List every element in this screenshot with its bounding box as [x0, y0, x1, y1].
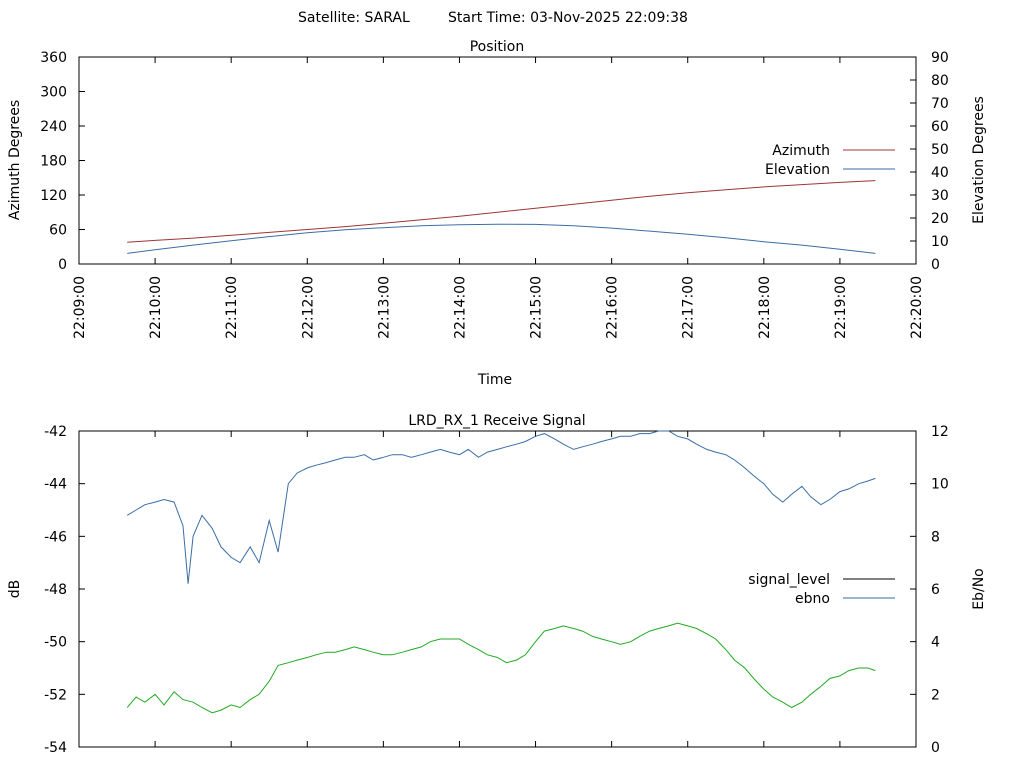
position-ytick-label-right: 0 [931, 257, 940, 273]
position-plot-frame [78, 56, 917, 265]
position-ytick-label-right: 90 [931, 50, 949, 66]
signal-ytick-label-right: 4 [931, 635, 940, 651]
signal-ytick-label-right: 0 [931, 740, 940, 756]
position-ytick-label-left: 300 [40, 85, 67, 101]
signal-ytick-label-right: 6 [931, 582, 940, 598]
signal-axes: -54 -52 -50 -48 -46 -44 -42 0 2 4 6 8 10 12 [44, 424, 949, 756]
position-xtick-label: 22:11:00 [224, 276, 240, 339]
position-ytick-label-right: 50 [931, 142, 949, 158]
position-ytick-label-left: 60 [49, 223, 67, 239]
position-xtick-label: 22:10:00 [148, 276, 164, 339]
position-title: Position [470, 39, 525, 55]
header-satellite: Satellite: SARAL [298, 10, 410, 26]
position-ytick-label-left: 240 [40, 119, 67, 135]
position-xtick-label: 22:18:00 [757, 276, 773, 339]
signal-ytick-label-left: -50 [44, 635, 67, 651]
position-ytick-label-right: 40 [931, 165, 949, 181]
signal-ytick-label-left: -54 [44, 740, 67, 756]
position-ylabel-right: Elevation Degrees [971, 96, 987, 224]
position-legend: Azimuth Elevation [765, 143, 895, 178]
header-start-time: Start Time: 03-Nov-2025 22:09:38 [448, 10, 688, 26]
signal-ytick-label-right: 10 [931, 477, 949, 493]
signal-series-group [126, 430, 876, 714]
signal-legend-label: ebno [795, 591, 830, 607]
signal-ytick-label-left: -48 [44, 582, 67, 598]
signal-plot-frame [78, 430, 917, 748]
position-axes: 0 60 120 180 240 300 360 0 10 20 30 40 50 60 70 80 90 22:… [40, 50, 949, 339]
position-ytick-label-right: 80 [931, 73, 949, 89]
signal-title: LRD_RX_1 Receive Signal [408, 413, 585, 429]
position-legend-label: Elevation [765, 162, 830, 178]
position-ytick-label-right: 60 [931, 119, 949, 135]
position-ytick-label-right: 20 [931, 211, 949, 227]
signal-legend-label: signal_level [748, 572, 830, 588]
signal-ytick-label-right: 8 [931, 529, 940, 545]
signal-series-level-trace-2 [126, 622, 876, 714]
position-ytick-label-right: 30 [931, 188, 949, 204]
signal-ylabel-left: dB [7, 580, 23, 599]
position-xtick-label: 22:15:00 [529, 276, 545, 339]
position-xtick-label: 22:19:00 [833, 276, 849, 339]
position-legend-label: Azimuth [772, 143, 830, 159]
signal-ytick-label-left: -44 [44, 477, 67, 493]
position-xtick-label: 22:13:00 [376, 276, 392, 339]
position-ytick-label-left: 120 [40, 188, 67, 204]
position-ytick-label-left: 180 [40, 154, 67, 170]
position-xtick-label: 22:14:00 [452, 276, 468, 339]
signal-series-ebno [126, 430, 876, 584]
position-ytick-label-right: 10 [931, 234, 949, 250]
signal-ytick-label-left: -52 [44, 687, 67, 703]
signal-ytick-label-left: -42 [44, 424, 67, 440]
position-series-azimuth [127, 180, 876, 243]
position-xtick-label: 22:20:00 [909, 276, 925, 339]
position-ytick-label-left: 0 [58, 257, 67, 273]
signal-ytick-label-right: 12 [931, 424, 949, 440]
position-xtick-label: 22:12:00 [300, 276, 316, 339]
signal-ytick-label-right: 2 [931, 687, 940, 703]
signal-ytick-label-left: -46 [44, 529, 67, 545]
position-xlabel: Time [477, 372, 512, 388]
position-series-group [127, 180, 876, 254]
position-xtick-label: 22:09:00 [72, 276, 88, 339]
signal-ylabel-right: Eb/No [971, 568, 987, 610]
position-ytick-label-left: 360 [40, 50, 67, 66]
position-ytick-label-right: 70 [931, 96, 949, 112]
position-ylabel-left: Azimuth Degrees [7, 100, 23, 220]
position-xtick-label: 22:17:00 [681, 276, 697, 339]
position-series-elevation [127, 223, 876, 254]
position-xtick-label: 22:16:00 [605, 276, 621, 339]
